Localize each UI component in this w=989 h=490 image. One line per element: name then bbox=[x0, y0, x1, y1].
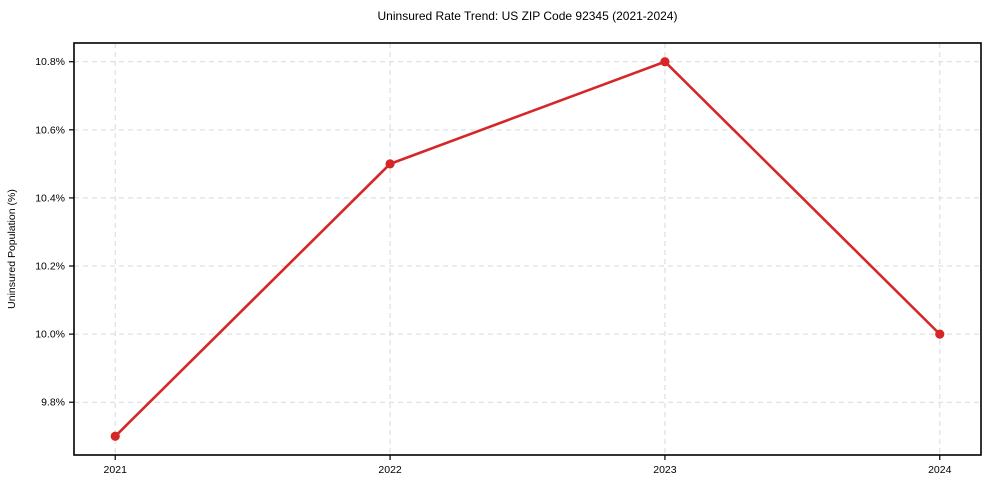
data-point-marker bbox=[935, 329, 945, 339]
plot-border bbox=[73, 42, 982, 456]
x-tick-label: 2024 bbox=[928, 464, 952, 476]
trend-line bbox=[113, 60, 942, 438]
data-point-marker bbox=[110, 431, 120, 441]
data-point-marker bbox=[660, 57, 670, 67]
x-tick-label: 2021 bbox=[104, 464, 128, 476]
y-tick-label: 9.8% bbox=[41, 397, 65, 409]
x-tick-label: 2022 bbox=[378, 464, 402, 476]
data-point-marker bbox=[385, 159, 395, 169]
y-tick-label: 10.6% bbox=[35, 124, 65, 136]
y-tick-label: 10.8% bbox=[35, 56, 65, 68]
y-tick-label: 10.0% bbox=[35, 329, 65, 341]
chart-title: Uninsured Rate Trend: US ZIP Code 92345 … bbox=[377, 9, 678, 23]
x-tick-label: 2023 bbox=[653, 464, 677, 476]
y-tick-label: 10.4% bbox=[35, 192, 65, 204]
y-tick-label: 10.2% bbox=[35, 261, 65, 273]
